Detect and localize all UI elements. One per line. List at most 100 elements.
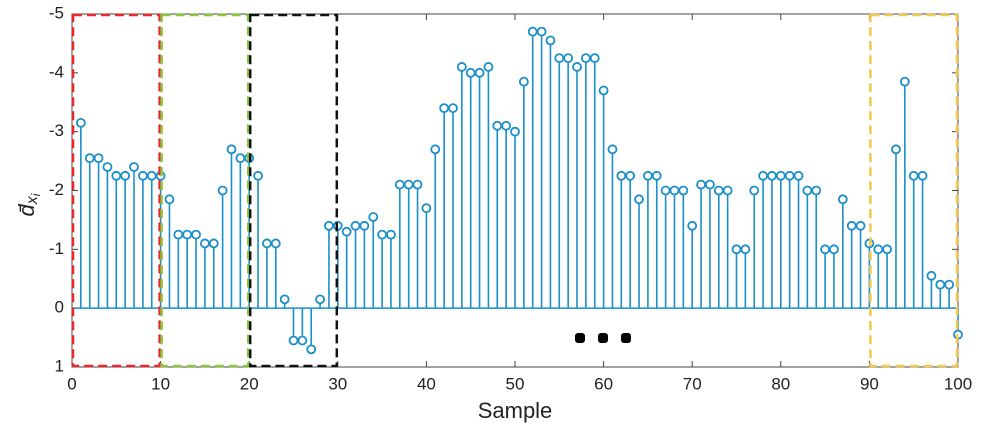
stem-marker <box>129 162 139 172</box>
x-tick-label: 20 <box>240 374 259 393</box>
stem-marker <box>102 162 113 172</box>
x-tick-label: 0 <box>67 374 76 393</box>
y-tick-label: -2 <box>49 180 64 199</box>
stem-marker <box>421 203 432 214</box>
stem-marker <box>518 76 529 87</box>
ellipsis-dot <box>575 333 585 343</box>
stem-marker <box>758 170 768 181</box>
stem-marker <box>775 170 786 181</box>
stem-marker <box>120 170 131 181</box>
stem-marker <box>944 279 955 290</box>
stem-marker <box>306 344 317 355</box>
stem-marker <box>527 26 538 37</box>
stem-marker <box>820 244 830 255</box>
stem-marker <box>536 26 547 37</box>
stem-marker <box>75 117 86 128</box>
x-tick-label: 70 <box>683 374 702 393</box>
y-label-subsub: i <box>29 193 43 196</box>
stem-marker <box>572 62 582 72</box>
stem-marker <box>350 220 361 231</box>
stem-marker <box>111 170 122 181</box>
ellipsis-dot <box>598 333 608 343</box>
x-axis-label: Sample <box>478 398 553 423</box>
stem-marker <box>146 170 157 181</box>
x-tick-label: 30 <box>328 374 347 393</box>
stem-marker <box>589 53 600 64</box>
stem-marker <box>492 120 503 131</box>
stem-marker <box>855 220 866 231</box>
stem-marker <box>651 170 662 181</box>
stem-marker <box>137 170 148 181</box>
stem-marker <box>545 35 556 46</box>
y-tick-label: -5 <box>49 3 64 22</box>
stem-marker <box>217 185 228 196</box>
y-tick-label: -4 <box>49 62 64 81</box>
stem-marker <box>829 244 839 255</box>
stem-marker <box>182 229 193 240</box>
stem-marker <box>767 170 777 181</box>
stem-marker <box>84 153 95 164</box>
stem-marker <box>262 238 272 249</box>
stem-marker <box>873 244 884 255</box>
x-tick-label: 10 <box>151 374 170 393</box>
highlight-box <box>160 13 250 368</box>
stem-marker <box>315 294 325 305</box>
y-tick-label: 0 <box>55 298 64 317</box>
stem-marker <box>917 170 928 181</box>
stem-marker <box>837 194 848 205</box>
stem-marker <box>359 220 370 231</box>
y-label-sub: x <box>24 195 41 205</box>
stem-marker <box>288 335 299 346</box>
stem-marker <box>297 335 308 346</box>
stem-marker <box>634 194 644 205</box>
stem-marker <box>403 179 414 190</box>
stem-marker <box>226 144 237 155</box>
stem-marker <box>607 144 618 155</box>
stem-marker <box>669 185 680 196</box>
stem-marker <box>793 170 804 181</box>
stem-marker <box>731 244 742 255</box>
stem-marker <box>713 185 724 196</box>
stem-marker <box>235 153 246 164</box>
stem-marker <box>749 185 760 196</box>
stem-marker <box>253 170 263 181</box>
x-tick-label: 100 <box>944 374 972 393</box>
y-axis-label: d̄xi <box>14 193 43 216</box>
stem-marker <box>926 270 937 281</box>
stem-marker <box>474 67 485 78</box>
x-tick-label: 80 <box>771 374 790 393</box>
stem-marker <box>643 170 653 181</box>
stem-marker <box>687 220 698 231</box>
highlight-box <box>248 13 339 368</box>
stem-marker <box>678 185 689 196</box>
stem-marker <box>580 53 591 64</box>
y-tick-label: -1 <box>49 239 64 258</box>
stem-marker <box>483 62 494 72</box>
stem-marker <box>722 185 733 196</box>
stem-marker <box>802 185 813 196</box>
x-tick-label: 60 <box>594 374 613 393</box>
stem-marker <box>625 170 636 181</box>
stem-marker <box>368 212 379 222</box>
stem-marker <box>93 153 104 164</box>
stem-marker <box>173 229 184 240</box>
x-tick-label: 90 <box>860 374 879 393</box>
stem-marker <box>501 120 512 131</box>
y-label-base: d̄ <box>14 203 39 216</box>
stem-marker <box>324 220 334 231</box>
stem-marker <box>784 170 795 181</box>
stem-marker <box>191 229 201 240</box>
stem-marker <box>811 185 822 196</box>
ellipsis-dot <box>621 333 631 343</box>
stem-marker <box>208 238 219 249</box>
stem-marker <box>164 194 175 205</box>
y-tick-label: -3 <box>49 121 64 140</box>
stem-marker <box>696 179 706 190</box>
stem-marker <box>616 170 627 181</box>
stem-marker <box>279 294 290 305</box>
stem-marker <box>935 279 946 290</box>
stem-marker <box>430 144 441 155</box>
stem-marker <box>448 103 458 114</box>
highlight-box <box>869 13 959 368</box>
